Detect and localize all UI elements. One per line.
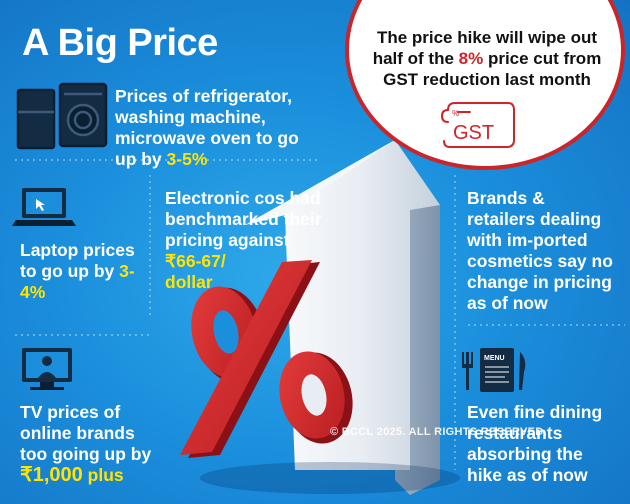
callout-text-after: price cut from GST reduction last month (383, 49, 602, 89)
page-title: A Big Price (22, 22, 218, 64)
electronics-highlight-value: ₹66-67/ (165, 251, 226, 271)
appliances-highlight: 3-5% (166, 149, 208, 169)
appliances-text: Prices of refrigerator, washing machine,… (115, 86, 305, 170)
laptop-text: Laptop prices to go up by 3-4% (20, 240, 145, 303)
callout-highlight: 8% (458, 49, 484, 68)
electronics-desc: Electronic cos had benchmarked their pri… (165, 188, 322, 250)
tv-highlight: ₹1,000 (20, 464, 83, 486)
svg-text:GST: GST (453, 122, 494, 144)
appliances-desc: Prices of refrigerator, washing machine,… (115, 86, 299, 169)
tv-text: TV prices of online brands too going up … (20, 402, 155, 486)
cosmetics-text: Brands & retailers dealing with im-porte… (467, 188, 613, 313)
electronics-text: Electronic cos had benchmarked their pri… (165, 188, 330, 293)
tv-desc: TV prices of online brands too going up … (20, 402, 152, 464)
dining-text: Even fine dining restaurants absorbing t… (467, 402, 603, 485)
svg-text:MENU: MENU (484, 355, 505, 362)
electronics-highlight-unit: dollar (165, 272, 213, 292)
callout-text-before: The price hike will wipe out half of the (372, 28, 598, 68)
tv-suffix: plus (87, 465, 124, 485)
laptop-highlight: 3-4% (20, 261, 135, 302)
svg-text:%: % (452, 109, 459, 118)
laptop-desc: Laptop prices to go up by (20, 240, 135, 281)
copyright-credit: © BCCL 2025. ALL RIGHTS RESERVED. (330, 426, 547, 438)
callout-text: The price hike will wipe out half of the… (362, 27, 612, 90)
